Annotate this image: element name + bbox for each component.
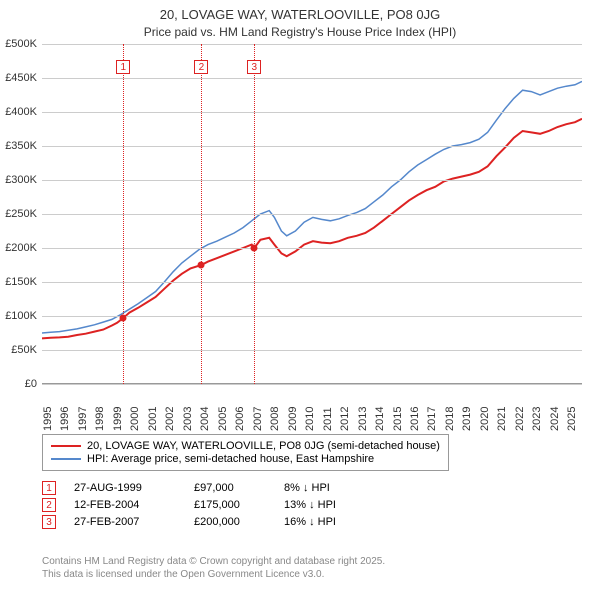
y-axis-label: £300K <box>0 174 37 186</box>
x-axis-label: 2013 <box>357 391 369 431</box>
sales-row-index: 3 <box>42 515 56 529</box>
x-axis-label: 2016 <box>409 391 421 431</box>
legend-item: HPI: Average price, semi-detached house,… <box>51 453 440 465</box>
title-address: 20, LOVAGE WAY, WATERLOOVILLE, PO8 0JG <box>0 6 600 24</box>
legend-swatch <box>51 458 81 460</box>
x-axis-label: 1999 <box>112 391 124 431</box>
sale-marker-line <box>123 44 124 384</box>
attribution: Contains HM Land Registry data © Crown c… <box>42 555 385 581</box>
x-axis-label: 2019 <box>461 391 473 431</box>
sales-row-diff: 13% ↓ HPI <box>284 499 374 511</box>
sales-row-diff: 8% ↓ HPI <box>284 482 374 494</box>
y-axis-label: £500K <box>0 38 37 50</box>
y-axis-label: £200K <box>0 242 37 254</box>
sales-row-price: £200,000 <box>194 516 284 528</box>
x-axis-label: 2025 <box>566 391 578 431</box>
y-axis-label: £250K <box>0 208 37 220</box>
x-axis-label: 1995 <box>42 391 54 431</box>
sales-row-date: 12-FEB-2004 <box>74 499 194 511</box>
sales-row: 2 12-FEB-2004£175,00013% ↓ HPI <box>42 498 374 512</box>
sale-marker-box: 2 <box>194 60 208 74</box>
y-axis-label: £0 <box>0 378 37 390</box>
legend-label: 20, LOVAGE WAY, WATERLOOVILLE, PO8 0JG (… <box>87 440 440 452</box>
x-axis-label: 2003 <box>182 391 194 431</box>
x-axis-label: 2021 <box>496 391 508 431</box>
sale-marker-box: 3 <box>247 60 261 74</box>
y-axis-label: £400K <box>0 106 37 118</box>
x-axis-label: 2022 <box>514 391 526 431</box>
legend: 20, LOVAGE WAY, WATERLOOVILLE, PO8 0JG (… <box>42 434 449 471</box>
x-axis-label: 1997 <box>77 391 89 431</box>
x-axis-label: 2000 <box>129 391 141 431</box>
gridline <box>42 384 582 385</box>
sale-marker-dot <box>198 262 205 269</box>
sales-row-date: 27-AUG-1999 <box>74 482 194 494</box>
x-axis-label: 2010 <box>304 391 316 431</box>
title-block: 20, LOVAGE WAY, WATERLOOVILLE, PO8 0JG P… <box>0 0 600 40</box>
x-axis-label: 2015 <box>392 391 404 431</box>
y-axis-label: £50K <box>0 344 37 356</box>
sales-row-price: £97,000 <box>194 482 284 494</box>
x-axis-label: 2012 <box>339 391 351 431</box>
x-axis-label: 2007 <box>252 391 264 431</box>
sales-row-index: 2 <box>42 498 56 512</box>
sales-row: 3 27-FEB-2007£200,00016% ↓ HPI <box>42 515 374 529</box>
x-axis-label: 2024 <box>549 391 561 431</box>
sales-row: 1 27-AUG-1999£97,0008% ↓ HPI <box>42 481 374 495</box>
x-axis-label: 1998 <box>94 391 106 431</box>
title-subtitle: Price paid vs. HM Land Registry's House … <box>0 24 600 40</box>
x-axis-label: 2002 <box>164 391 176 431</box>
legend-swatch <box>51 445 81 447</box>
x-axis-label: 2018 <box>444 391 456 431</box>
attribution-line1: Contains HM Land Registry data © Crown c… <box>42 555 385 568</box>
sales-row-price: £175,000 <box>194 499 284 511</box>
y-axis-label: £100K <box>0 310 37 322</box>
x-axis-label: 2004 <box>199 391 211 431</box>
sales-row-date: 27-FEB-2007 <box>74 516 194 528</box>
y-axis-label: £450K <box>0 72 37 84</box>
sales-table: 1 27-AUG-1999£97,0008% ↓ HPI 2 12-FEB-2004£… <box>42 478 374 532</box>
x-axis-label: 2005 <box>217 391 229 431</box>
x-axis-label: 2009 <box>287 391 299 431</box>
x-axis-label: 2023 <box>531 391 543 431</box>
x-axis-label: 2020 <box>479 391 491 431</box>
x-axis-label: 1996 <box>59 391 71 431</box>
x-axis-label: 2008 <box>269 391 281 431</box>
sale-marker-box: 1 <box>116 60 130 74</box>
x-axis-label: 2017 <box>426 391 438 431</box>
x-axis-label: 2001 <box>147 391 159 431</box>
legend-item: 20, LOVAGE WAY, WATERLOOVILLE, PO8 0JG (… <box>51 440 440 452</box>
chart-container: 20, LOVAGE WAY, WATERLOOVILLE, PO8 0JG P… <box>0 0 600 590</box>
y-axis-label: £350K <box>0 140 37 152</box>
legend-label: HPI: Average price, semi-detached house,… <box>87 453 374 465</box>
sale-marker-line <box>254 44 255 384</box>
attribution-line2: This data is licensed under the Open Gov… <box>42 568 385 581</box>
sales-row-index: 1 <box>42 481 56 495</box>
x-axis-label: 2011 <box>322 391 334 431</box>
sales-row-diff: 16% ↓ HPI <box>284 516 374 528</box>
sale-marker-line <box>201 44 202 384</box>
sale-marker-dot <box>120 315 127 322</box>
x-axis-label: 2014 <box>374 391 386 431</box>
y-axis-label: £150K <box>0 276 37 288</box>
x-axis-label: 2006 <box>234 391 246 431</box>
chart-area: £0£50K£100K£150K£200K£250K£300K£350K£400… <box>42 44 582 384</box>
sale-marker-dot <box>251 245 258 252</box>
